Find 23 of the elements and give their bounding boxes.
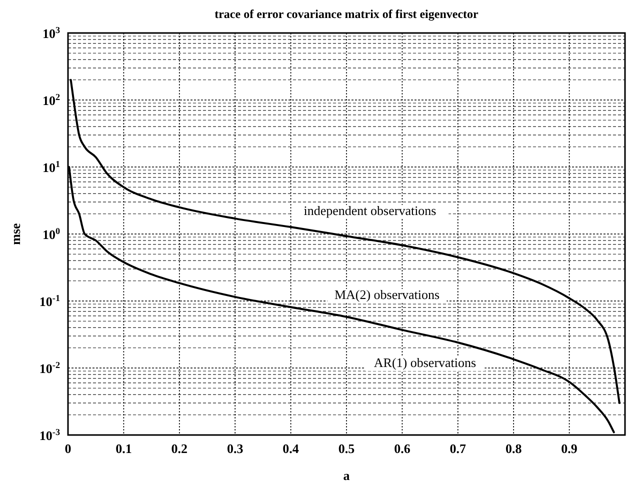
y-tick-label: 10$^{-3}$ xyxy=(39,427,60,443)
x-tick-label: 0.9 xyxy=(561,441,578,456)
y-tick-label: 10$^{-2}$ xyxy=(39,360,60,376)
chart-title: trace of error covariance matrix of first eigenvector xyxy=(214,7,480,21)
y-tick-label: 10$^{1}$ xyxy=(42,159,60,175)
annotation: independent observations xyxy=(304,202,436,218)
x-axis-title: a xyxy=(343,468,350,483)
y-tick-label: 10$^{-1}$ xyxy=(39,293,60,309)
x-tick-label: 0.8 xyxy=(505,441,522,456)
y-axis-title: mse xyxy=(8,222,23,245)
x-tick-label: 0.1 xyxy=(116,441,132,456)
x-tick-label: 0.4 xyxy=(282,441,300,456)
x-tick-label: 0.3 xyxy=(226,441,244,456)
y-tick-label: 10$^{3}$ xyxy=(42,25,60,41)
x-tick-label: 0.2 xyxy=(171,441,188,456)
annotation: AR(1) observations xyxy=(374,354,476,370)
y-tick-label: 10$^{0}$ xyxy=(42,226,60,242)
x-tick-label: 0 xyxy=(64,441,72,456)
x-tick-label: 0.5 xyxy=(338,441,356,456)
x-tick-label: 0.6 xyxy=(394,441,411,456)
annotation: MA(2) observations xyxy=(334,286,440,302)
y-tick-label: 10$^{2}$ xyxy=(42,92,60,108)
x-tick-label: 0.7 xyxy=(450,441,467,456)
